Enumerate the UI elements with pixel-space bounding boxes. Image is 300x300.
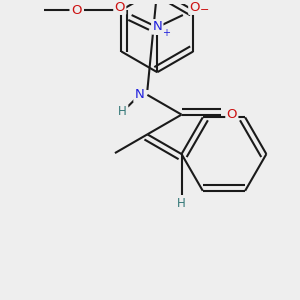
Text: O: O [71,4,81,16]
Text: H: H [177,197,186,210]
Text: N: N [152,20,162,33]
Text: O: O [115,1,125,13]
Text: O: O [226,108,237,121]
Text: +: + [162,28,170,38]
Text: N: N [135,88,144,101]
Text: H: H [118,105,127,118]
Text: −: − [200,5,209,15]
Text: O: O [190,1,200,13]
